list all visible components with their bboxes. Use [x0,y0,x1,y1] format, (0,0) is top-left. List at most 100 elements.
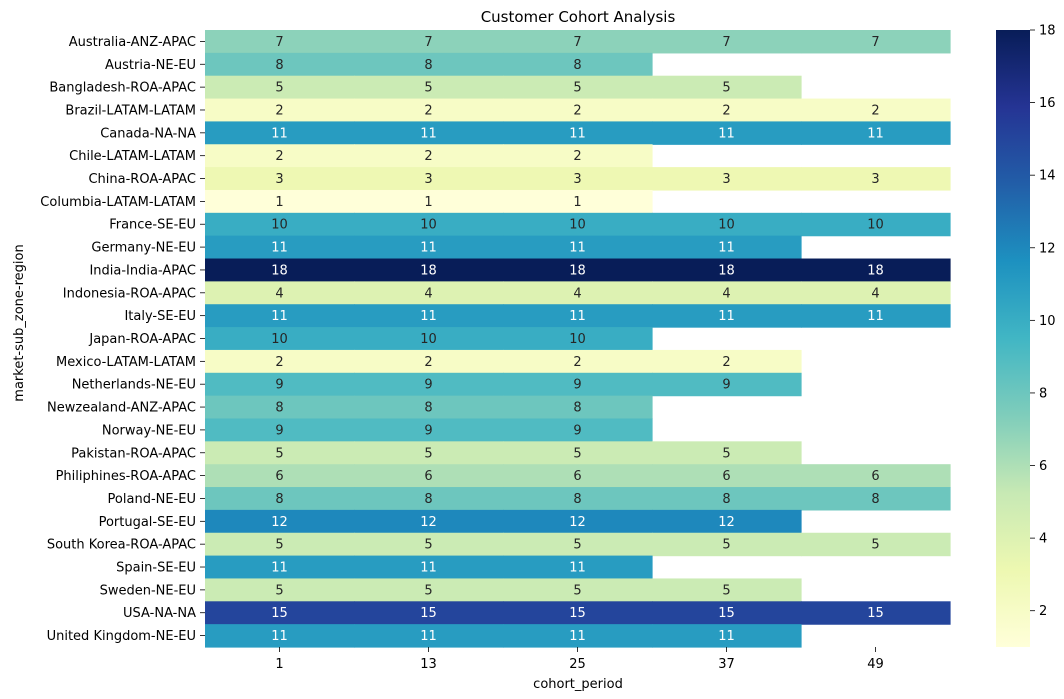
heatmap-cell [205,52,355,77]
heatmap-cell [652,532,802,557]
heatmap-cell [652,98,802,123]
heatmap-cell [205,418,355,442]
heatmap-cell [652,121,802,145]
heatmap-cell [354,372,504,397]
heatmap-cell [205,121,355,145]
cell-value-label: 11 [420,561,437,576]
cell-value-label: 2 [424,149,432,164]
heatmap-cell [503,532,653,557]
cell-value-label: 4 [424,286,432,301]
cell-value-label: 15 [420,606,437,621]
heatmap-cell [503,349,653,374]
y-tick-label: Indonesia-ROA-APAC [63,286,196,301]
heatmap-cell [652,304,802,328]
cell-value-label: 9 [275,378,283,393]
heatmap-cell [205,212,355,237]
cell-value-label: 18 [420,263,437,278]
cell-value-label: 11 [569,629,586,644]
heatmap-cell [652,349,802,374]
cell-value-label: 11 [569,561,586,576]
heatmap-cell [354,75,504,100]
heatmap-cell [652,464,802,488]
heatmap-cell [205,258,355,282]
heatmap-cell [205,327,355,351]
cell-value-label: 2 [573,355,581,370]
heatmap-cell [205,235,355,260]
cell-value-label: 8 [573,58,581,73]
heatmap-cell [801,601,951,625]
cell-value-label: 3 [573,172,581,187]
cell-value-label: 11 [271,561,288,576]
heatmap-cells: 7 7 7 7 78 8 85 5 5 52 2 2 2 211 11 11 11 112 2 23 3 3 3 31 1 110… [205,30,951,648]
cell-value-label: 6 [275,469,283,484]
cell-value-label: 11 [271,241,288,256]
cell-value-label: 5 [424,446,432,461]
cell-value-label: 5 [871,538,879,553]
cell-value-label: 5 [573,446,581,461]
heatmap-cell [652,212,802,237]
cell-value-label: 5 [722,583,730,598]
heatmap-cell [205,189,355,214]
cell-value-label: 2 [722,355,730,370]
y-tick-label: China-ROA-APAC [88,172,196,187]
cell-value-label: 6 [722,469,730,484]
heatmap-cell [503,144,653,168]
heatmap-cell [354,281,504,305]
heatmap-cell [801,121,951,145]
y-tick-labels: Australia-ANZ-APAC Austria-NE-EU Banglades… [40,35,205,644]
heatmap-cell [503,578,653,602]
heatmap-cell [503,304,653,328]
heatmap-cell [652,281,802,305]
cell-value-label: 10 [271,332,288,347]
heatmap-cell [354,167,504,191]
heatmap-cell [354,304,504,328]
cell-value-label: 8 [275,58,283,73]
heatmap-cell [652,578,802,602]
y-tick-label: Chile-LATAM-LATAM [69,149,196,164]
cell-value-label: 10 [867,218,884,233]
heatmap-cell [354,144,504,168]
cell-value-label: 4 [275,286,283,301]
heatmap-cell [503,464,653,488]
x-tick-label: 1 [275,657,283,672]
heatmap-cell [503,418,653,442]
heatmap-cell [801,258,951,282]
heatmap-cell [503,98,653,123]
heatmap-cell [503,30,653,54]
cell-value-label: 18 [569,263,586,278]
heatmap-cell [205,30,355,54]
cell-value-label: 8 [424,401,432,416]
cell-value-label: 11 [569,309,586,324]
cell-value-label: 10 [569,332,586,347]
x-tick-label: 25 [569,657,586,672]
x-tick-label: 13 [420,657,437,672]
y-tick-label: Mexico-LATAM-LATAM [56,355,196,370]
cell-value-label: 11 [718,629,735,644]
cell-value-label: 18 [718,263,735,278]
y-tick-label: India-India-APAC [89,263,196,278]
colorbar-ticks: 2 4 6 8 10 12 14 16 18 [1030,24,1056,619]
cell-value-label: 8 [871,492,879,507]
heatmap-cell [503,441,653,465]
cell-value-label: 5 [424,81,432,96]
cell-value-label: 11 [718,309,735,324]
colorbar-tick-label: 12 [1039,241,1056,256]
cell-value-label: 5 [275,538,283,553]
cell-value-label: 5 [424,583,432,598]
heatmap-cell [354,52,504,77]
heatmap-cell [354,487,504,511]
heatmap-cell [354,418,504,442]
cell-value-label: 2 [275,149,283,164]
cell-value-label: 11 [271,309,288,324]
cell-value-label: 9 [722,378,730,393]
heatmap-cell [652,624,802,648]
cell-value-label: 8 [573,401,581,416]
cell-value-label: 10 [420,218,437,233]
cell-value-label: 4 [573,286,581,301]
colorbar-tick-label: 6 [1039,459,1047,474]
heatmap-cell [503,395,653,420]
cell-value-label: 7 [722,35,730,50]
y-tick-label: Pakistan-ROA-APAC [71,446,196,461]
heatmap-cell [205,578,355,602]
heatmap-cell [503,121,653,145]
